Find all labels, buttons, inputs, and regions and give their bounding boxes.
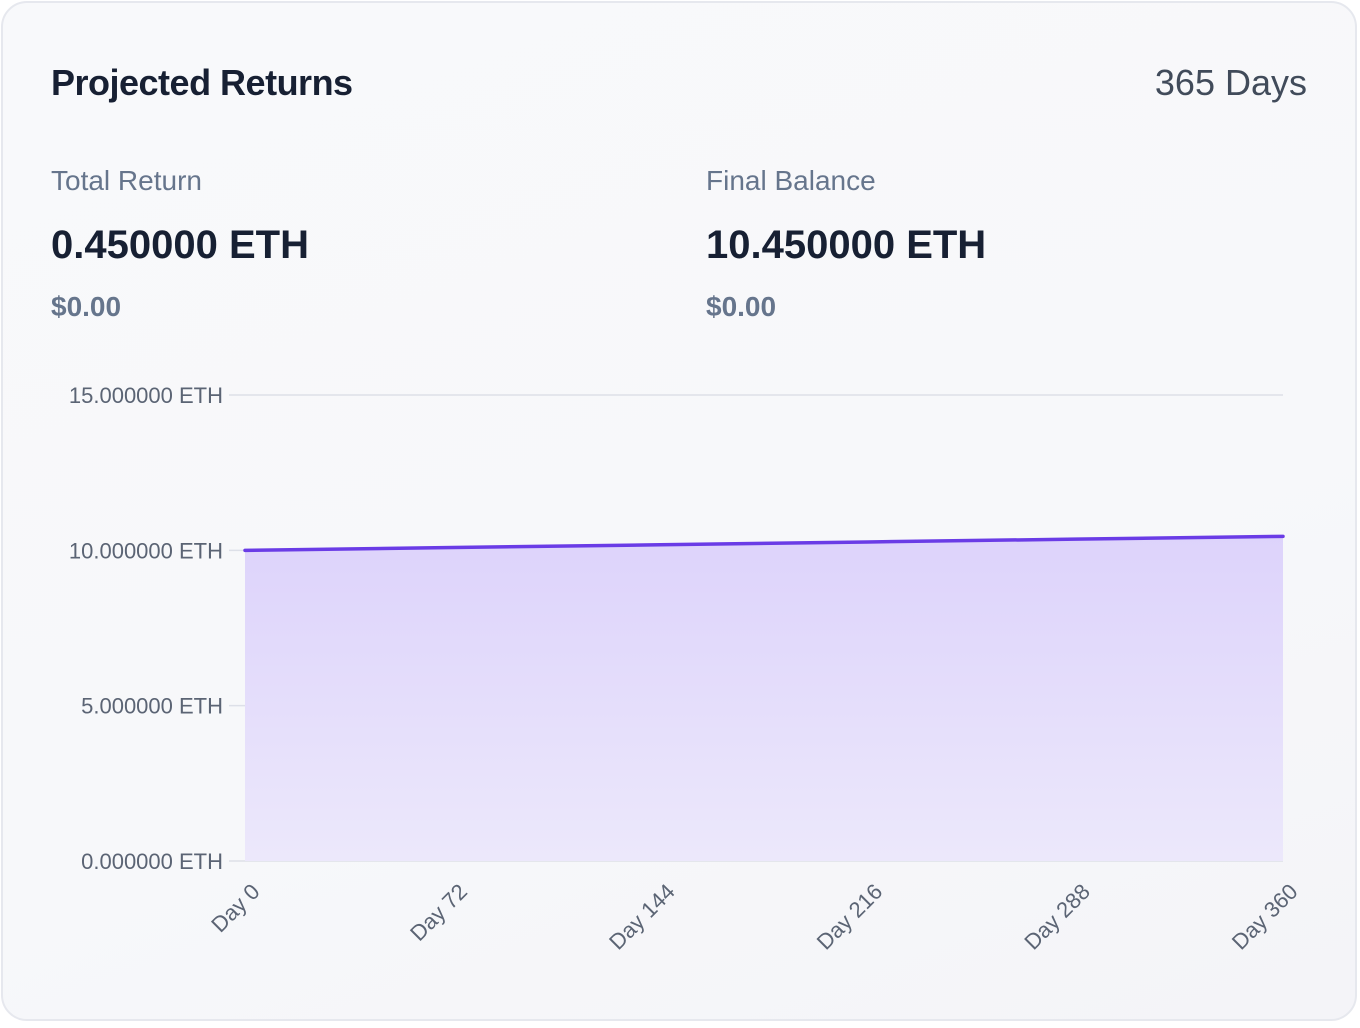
final-balance-label: Final Balance — [706, 165, 876, 196]
y-tick-label: 5.000000 ETH — [81, 694, 223, 719]
final-balance-value: 10.450000 ETH — [706, 223, 987, 267]
total-return-fiat: $0.00 — [51, 291, 122, 322]
x-tick-label: Day 288 — [1019, 879, 1095, 955]
x-tick-label: Day 360 — [1227, 879, 1303, 955]
period-label: 365 Days — [1154, 62, 1307, 103]
series-line — [243, 534, 1285, 553]
final-balance-stat: Final Balance 10.450000 ETH $0.00 — [706, 163, 986, 325]
x-tick-label: Day 0 — [206, 879, 264, 937]
series-area — [245, 536, 1283, 861]
y-tick-label: 15.000000 ETH — [69, 383, 223, 408]
card-title: Projected Returns — [51, 62, 353, 103]
x-tick-label: Day 144 — [604, 879, 680, 955]
y-tick-label: 10.000000 ETH — [69, 538, 223, 563]
projection-chart: 0.000000 ETH 5.000000 ETH 10.000000 ETH 15.… — [3, 3, 1359, 1023]
y-tick-label: 0.000000 ETH — [81, 849, 223, 874]
total-return-stat: Total Return 0.450000 ETH $0.00 — [51, 163, 309, 325]
total-return-value: 0.450000 ETH — [51, 223, 309, 267]
projection-chart-svg: 0.000000 ETH 5.000000 ETH 10.000000 ETH 15.… — [69, 383, 1303, 955]
final-balance-fiat: $0.00 — [706, 291, 777, 322]
total-return-label: Total Return — [51, 165, 202, 196]
x-tick-label: Day 216 — [812, 879, 888, 955]
x-tick-label: Day 72 — [405, 879, 472, 946]
